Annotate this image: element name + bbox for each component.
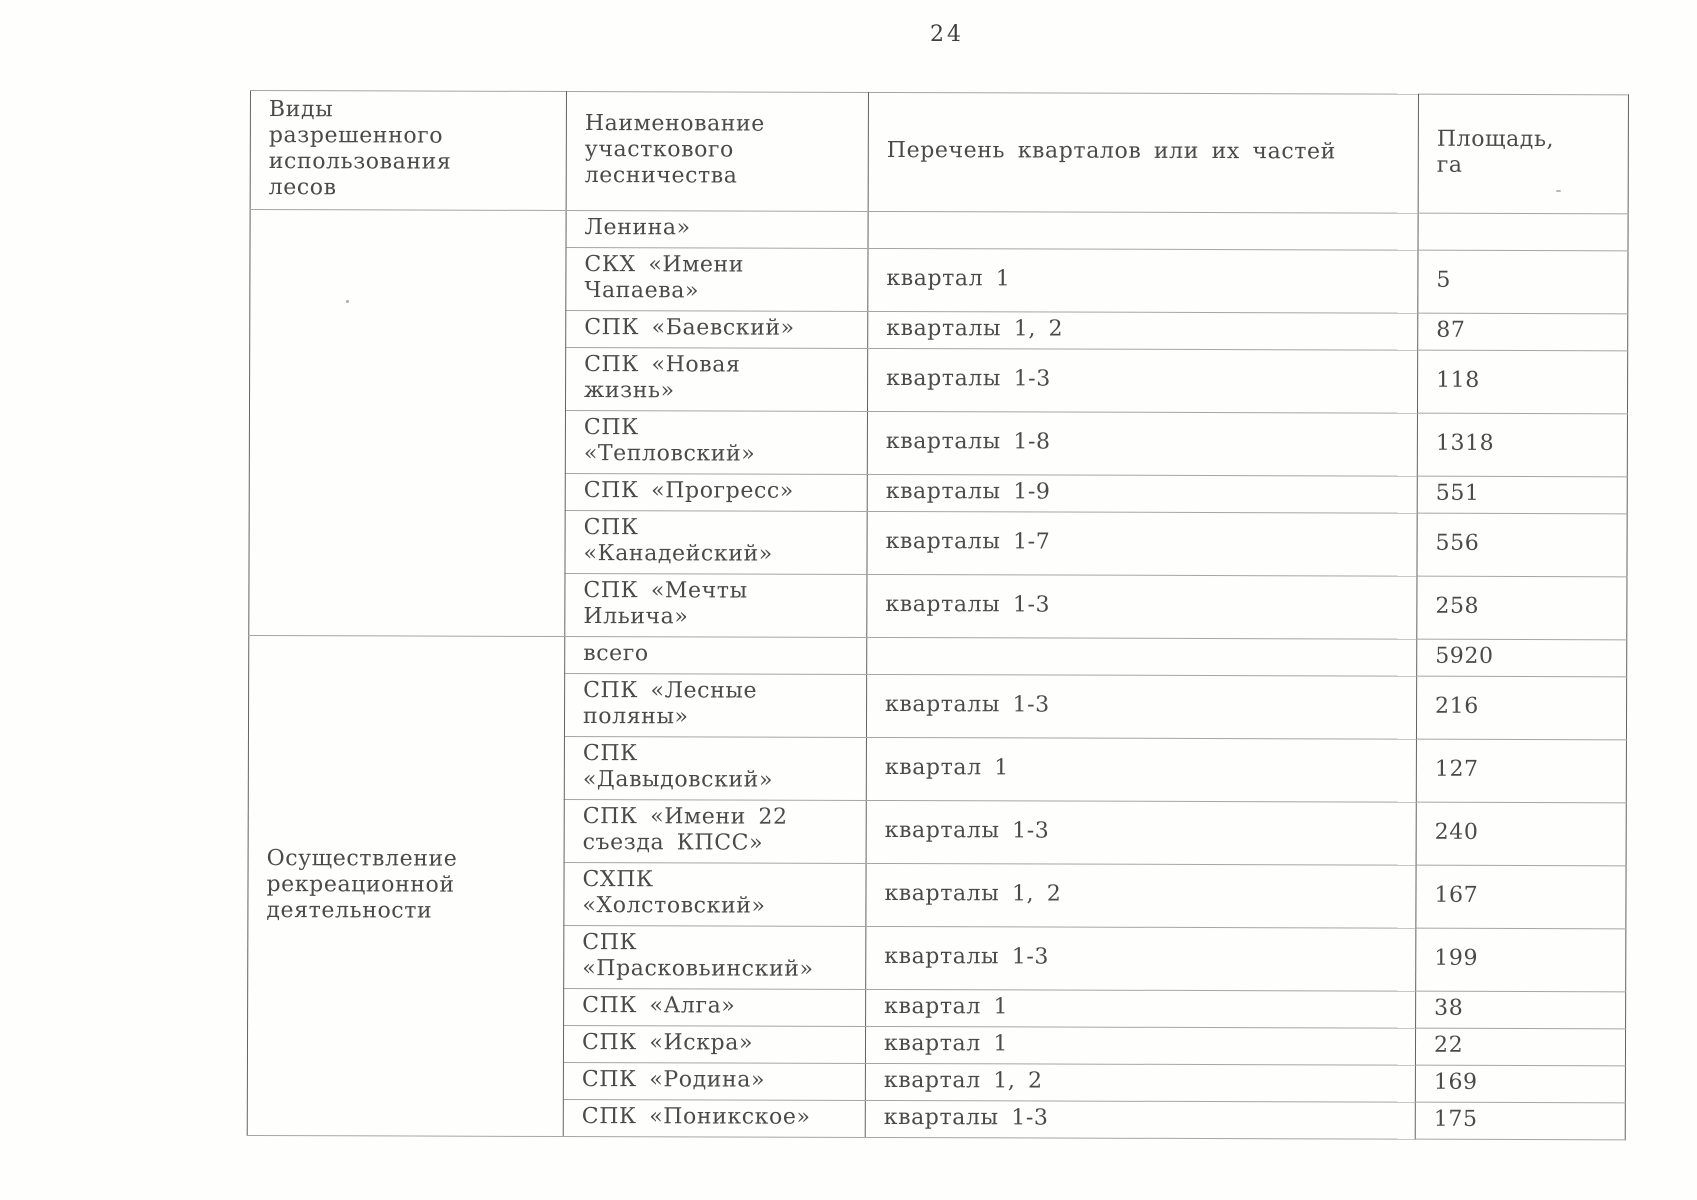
table-body: Ленина» СКХ «Имени Чапаева» квартал 1 5 СПК … — [247, 209, 1629, 1140]
table-row: Ленина» — [248, 209, 1629, 637]
forestry-name-cell: СПК «Алга» — [563, 988, 866, 1027]
quarters-cell: кварталы 1-3 — [866, 574, 1417, 640]
page-number: 24 — [930, 22, 964, 47]
area-cell: 5 — [1417, 250, 1629, 314]
quarters-cell — [866, 637, 1417, 677]
forestry-name-cell: СПК «Поникское» — [563, 1099, 866, 1138]
area-cell: 240 — [1416, 802, 1627, 866]
header-quarters-list: Перечень кварталов или их частей — [868, 92, 1419, 214]
quarters-cell: кварталы 1-7 — [866, 511, 1418, 577]
table-header: Виды разрешенного использования лесов На… — [250, 90, 1629, 214]
area-cell: 167 — [1415, 865, 1627, 929]
area-cell: 38 — [1415, 991, 1626, 1029]
forestry-name-cell: всего — [564, 636, 867, 675]
area-cell: 22 — [1415, 1028, 1626, 1066]
forestry-name-cell: СПК «Мечты Ильича» — [564, 573, 867, 638]
use-type-cell: Осуществление рекреационной деятельности — [247, 635, 565, 1137]
area-cell: 169 — [1415, 1065, 1626, 1103]
area-cell: 118 — [1417, 350, 1628, 414]
quarters-cell: кварталы 1-3 — [866, 674, 1417, 740]
forestry-name-cell: СПК «Лесные поляны» — [564, 673, 867, 738]
quarters-cell: квартал 1 — [867, 248, 1419, 314]
forestry-name-cell: СПК «Прасковьинский» — [563, 925, 866, 990]
forestry-name-cell: СПК «Баевский» — [565, 310, 868, 349]
area-cell: 127 — [1416, 739, 1627, 803]
forestry-name-cell: СКХ «Имени Чапаева» — [565, 247, 869, 312]
scan-speck — [1556, 190, 1561, 192]
area-cell: 87 — [1417, 313, 1628, 351]
forestry-name-cell: СПК «Прогресс» — [565, 473, 868, 512]
quarters-cell: кварталы 1-3 — [867, 348, 1418, 414]
header-row: Виды разрешенного использования лесов На… — [250, 90, 1629, 214]
area-cell: 175 — [1415, 1102, 1626, 1140]
table-row: Осуществление рекреационной деятельности… — [247, 635, 1627, 1137]
forestry-name-cell: СПК «Имени 22 съезда КПСС» — [564, 799, 867, 864]
quarters-cell — [868, 211, 1419, 251]
forestry-name-cell: СПК «Давыдовский» — [564, 736, 867, 801]
area-cell: 5920 — [1416, 639, 1627, 677]
quarters-cell: кварталы 1, 2 — [865, 863, 1417, 929]
quarters-cell: квартал 1, 2 — [865, 1063, 1416, 1103]
area-cell: 258 — [1416, 576, 1627, 640]
header-forestry-name: Наименование участкового лесничества — [566, 91, 869, 212]
quarters-cell: квартал 1 — [865, 1026, 1416, 1066]
forest-use-table: Виды разрешенного использования лесов На… — [246, 90, 1629, 1141]
quarters-cell: кварталы 1-8 — [867, 411, 1418, 477]
area-cell: 1318 — [1417, 413, 1628, 477]
forestry-name-cell: СХПК «Холстовский» — [563, 862, 867, 927]
quarters-cell: квартал 1 — [865, 989, 1416, 1029]
area-cell: 556 — [1416, 513, 1628, 577]
area-cell: 216 — [1416, 676, 1627, 740]
header-use-types: Виды разрешенного использования лесов — [250, 90, 567, 211]
area-cell — [1418, 213, 1629, 251]
scan-speck — [346, 300, 349, 303]
quarters-cell: кварталы 1-3 — [866, 800, 1417, 866]
area-cell: 199 — [1415, 928, 1626, 992]
forestry-name-cell: СПК «Родина» — [563, 1062, 866, 1101]
quarters-cell: кварталы 1, 2 — [867, 311, 1418, 351]
quarters-cell: кварталы 1-3 — [865, 926, 1416, 992]
forestry-name-cell: СПК «Тепловский» — [565, 410, 868, 475]
forestry-name-cell: СПК «Канадейский» — [564, 510, 868, 575]
forestry-name-cell: СПК «Искра» — [563, 1025, 866, 1064]
forestry-name-cell: СПК «Новая жизнь» — [565, 347, 868, 412]
quarters-cell: кварталы 1-3 — [865, 1100, 1416, 1140]
area-cell: 551 — [1417, 476, 1628, 514]
forest-use-table-wrap: Виды разрешенного использования лесов На… — [246, 90, 1629, 1141]
quarters-cell: квартал 1 — [866, 737, 1417, 803]
use-type-cell — [248, 209, 567, 637]
header-area: Площадь, га — [1418, 94, 1629, 214]
quarters-cell: кварталы 1-9 — [867, 474, 1418, 514]
forestry-name-cell: Ленина» — [566, 210, 869, 249]
